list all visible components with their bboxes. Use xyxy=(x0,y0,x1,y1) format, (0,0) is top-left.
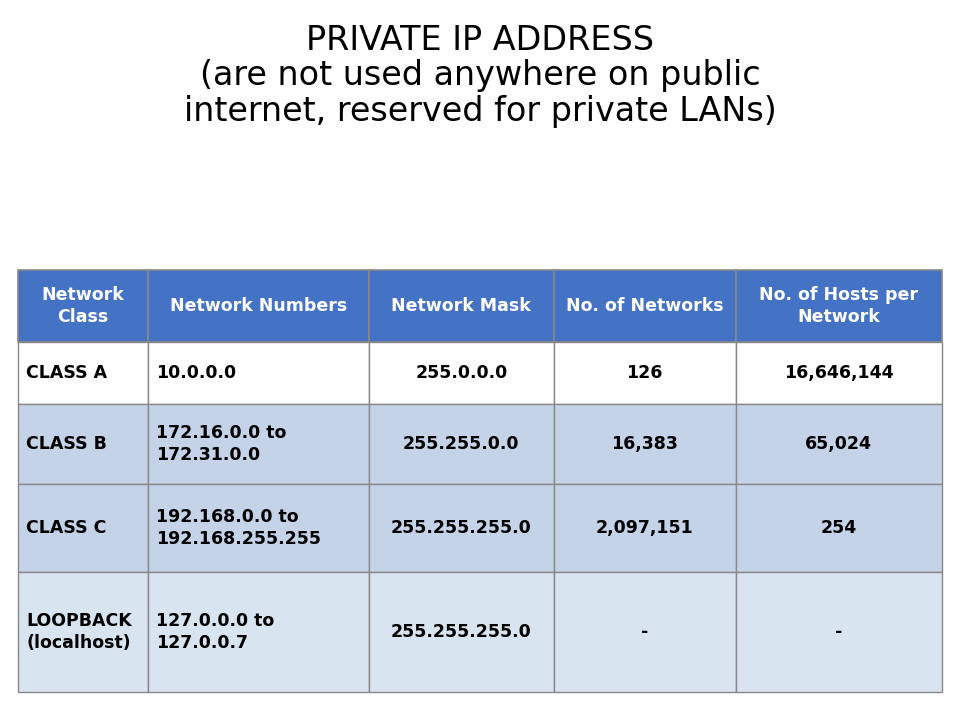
Text: No. of Networks: No. of Networks xyxy=(565,297,724,315)
Text: Network Numbers: Network Numbers xyxy=(170,297,347,315)
Text: 255.255.0.0: 255.255.0.0 xyxy=(403,435,519,453)
Text: 172.16.0.0 to
172.31.0.0: 172.16.0.0 to 172.31.0.0 xyxy=(156,424,286,464)
Text: -: - xyxy=(835,623,843,641)
Text: Network
Class: Network Class xyxy=(41,286,124,326)
Text: internet, reserved for private LANs): internet, reserved for private LANs) xyxy=(183,96,777,128)
FancyBboxPatch shape xyxy=(148,342,369,404)
Text: 255.255.255.0: 255.255.255.0 xyxy=(391,623,532,641)
FancyBboxPatch shape xyxy=(369,342,554,404)
Text: 127.0.0.0 to
127.0.0.7: 127.0.0.0 to 127.0.0.7 xyxy=(156,612,274,652)
FancyBboxPatch shape xyxy=(554,484,735,572)
FancyBboxPatch shape xyxy=(369,404,554,484)
FancyBboxPatch shape xyxy=(369,572,554,692)
Text: 255.255.255.0: 255.255.255.0 xyxy=(391,519,532,537)
FancyBboxPatch shape xyxy=(18,270,148,342)
Text: 16,383: 16,383 xyxy=(612,435,678,453)
FancyBboxPatch shape xyxy=(369,270,554,342)
Text: 126: 126 xyxy=(627,364,662,382)
FancyBboxPatch shape xyxy=(554,572,735,692)
Text: CLASS A: CLASS A xyxy=(26,364,108,382)
FancyBboxPatch shape xyxy=(554,404,735,484)
Text: 255.0.0.0: 255.0.0.0 xyxy=(415,364,508,382)
FancyBboxPatch shape xyxy=(554,342,735,404)
FancyBboxPatch shape xyxy=(369,484,554,572)
FancyBboxPatch shape xyxy=(18,484,148,572)
Text: PRIVATE IP ADDRESS: PRIVATE IP ADDRESS xyxy=(306,24,654,56)
Text: No. of Hosts per
Network: No. of Hosts per Network xyxy=(759,286,919,326)
Text: 16,646,144: 16,646,144 xyxy=(784,364,894,382)
Text: Network Mask: Network Mask xyxy=(392,297,531,315)
FancyBboxPatch shape xyxy=(735,270,942,342)
FancyBboxPatch shape xyxy=(735,484,942,572)
FancyBboxPatch shape xyxy=(18,342,148,404)
FancyBboxPatch shape xyxy=(148,404,369,484)
FancyBboxPatch shape xyxy=(18,572,148,692)
Text: -: - xyxy=(641,623,648,641)
FancyBboxPatch shape xyxy=(148,572,369,692)
FancyBboxPatch shape xyxy=(148,484,369,572)
Text: 2,097,151: 2,097,151 xyxy=(596,519,693,537)
FancyBboxPatch shape xyxy=(735,404,942,484)
Text: LOOPBACK
(localhost): LOOPBACK (localhost) xyxy=(26,612,132,652)
FancyBboxPatch shape xyxy=(735,342,942,404)
FancyBboxPatch shape xyxy=(554,270,735,342)
Text: 254: 254 xyxy=(821,519,857,537)
FancyBboxPatch shape xyxy=(18,404,148,484)
FancyBboxPatch shape xyxy=(148,270,369,342)
Text: 192.168.0.0 to
192.168.255.255: 192.168.0.0 to 192.168.255.255 xyxy=(156,508,321,548)
Text: (are not used anywhere on public: (are not used anywhere on public xyxy=(200,60,760,92)
Text: 10.0.0.0: 10.0.0.0 xyxy=(156,364,236,382)
FancyBboxPatch shape xyxy=(735,572,942,692)
Text: CLASS B: CLASS B xyxy=(26,435,107,453)
Text: 65,024: 65,024 xyxy=(805,435,873,453)
Text: CLASS C: CLASS C xyxy=(26,519,107,537)
